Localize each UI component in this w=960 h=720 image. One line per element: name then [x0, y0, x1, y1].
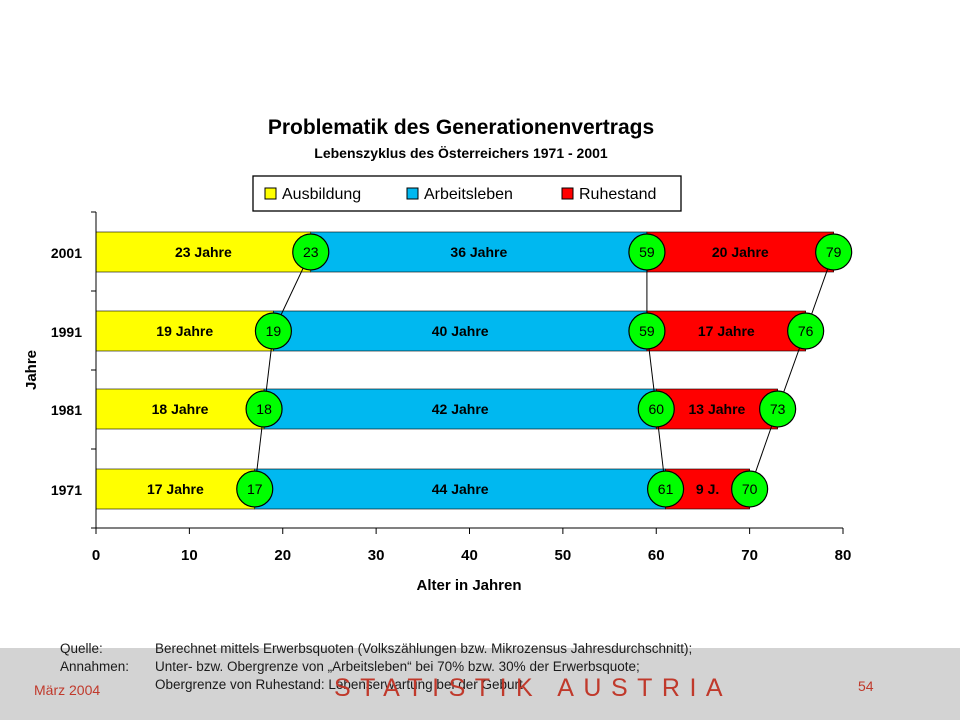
- x-axis-title: Alter in Jahren: [416, 577, 521, 594]
- bar-segment: [95, 310, 274, 352]
- bar-label: 9 J.: [696, 481, 719, 497]
- x-tick-label: 30: [368, 547, 385, 564]
- marker-label: 18: [256, 401, 272, 417]
- bar-segment: [254, 468, 666, 510]
- category-tick-label: 2001: [51, 245, 82, 261]
- marker-label: 79: [826, 244, 842, 260]
- bar-label: 19 Jahre: [156, 323, 213, 339]
- marker-circle: [637, 390, 675, 428]
- legend-label-2: Ruhestand: [579, 186, 656, 203]
- bar-segment: [273, 310, 648, 352]
- bar-label: 20 Jahre: [712, 244, 769, 260]
- bar-label: 17 Jahre: [147, 481, 204, 497]
- bar-label: 42 Jahre: [432, 401, 489, 417]
- bar-label: 17 Jahre: [698, 323, 755, 339]
- category-tick-label: 1971: [51, 482, 82, 498]
- marker-circle: [646, 470, 685, 508]
- x-tick-label: 20: [274, 547, 291, 564]
- assumptions-label: Annahmen:: [60, 659, 130, 674]
- bar-segment: [646, 231, 834, 273]
- x-tick-label: 70: [741, 547, 758, 564]
- bar-segment: [646, 310, 806, 352]
- legend-swatch-1: [406, 187, 419, 200]
- marker-circle: [759, 390, 797, 428]
- legend-swatch-2: [561, 187, 574, 200]
- bar-label: 40 Jahre: [432, 323, 489, 339]
- marker-circle: [787, 312, 825, 350]
- legend-label-1: Arbeitsleben: [424, 186, 513, 203]
- x-tick-label: 50: [555, 547, 572, 564]
- x-tick-label: 40: [461, 547, 478, 564]
- marker-circle: [254, 312, 293, 350]
- page-number: 54: [858, 678, 874, 694]
- bar-segment: [655, 388, 778, 430]
- marker-label: 23: [303, 244, 319, 260]
- marker-label: 70: [742, 481, 758, 497]
- marker-circle: [292, 233, 330, 271]
- legend-box: [252, 175, 682, 212]
- category-tick-label: 1991: [51, 324, 82, 340]
- marker-circle: [245, 390, 283, 428]
- legend-swatch-0: [264, 187, 277, 200]
- bar-label: 13 Jahre: [689, 401, 746, 417]
- x-tick-label: 10: [181, 547, 198, 564]
- marker-label: 76: [798, 323, 814, 339]
- marker-circle: [731, 470, 769, 508]
- marker-label: 61: [658, 481, 674, 497]
- bar-label: 36 Jahre: [450, 244, 507, 260]
- footer-band: [0, 648, 960, 720]
- marker-label: 60: [648, 401, 664, 417]
- x-tick-label: 80: [835, 547, 852, 564]
- source-label: Quelle:: [60, 641, 103, 656]
- marker-circle: [628, 312, 666, 350]
- bar-segment: [95, 231, 312, 273]
- category-tick-label: 1981: [51, 402, 82, 418]
- chart-subtitle: Lebenszyklus des Österreichers 1971 - 20…: [314, 145, 608, 161]
- assumptions-line-1: Unter- bzw. Obergrenze von „Arbeitsleben…: [155, 659, 640, 674]
- assumptions-line-2: Obergrenze von Ruhestand: Lebenserwartun…: [155, 677, 523, 692]
- y-axis-title: Jahre: [23, 350, 40, 390]
- bar-label: 23 Jahre: [175, 244, 232, 260]
- marker-circle: [236, 470, 274, 508]
- marker-label: 19: [266, 323, 282, 339]
- bar-label: 44 Jahre: [432, 481, 489, 497]
- brand-logo-text: STATISTIK AUSTRIA: [334, 674, 733, 702]
- marker-circle: [628, 233, 666, 271]
- marker-label: 59: [639, 244, 655, 260]
- bar-label: 18 Jahre: [152, 401, 209, 417]
- marker-label: 73: [770, 401, 786, 417]
- source-text: Berechnet mittels Erwerbsquoten (Volkszä…: [155, 641, 693, 656]
- marker-circle: [815, 233, 853, 271]
- x-tick-label: 60: [648, 547, 665, 564]
- bar-segment: [95, 468, 256, 510]
- x-tick-label: 0: [92, 547, 100, 564]
- date-label: März 2004: [34, 682, 101, 698]
- marker-label: 59: [639, 323, 655, 339]
- legend-label-0: Ausbildung: [282, 186, 361, 203]
- bar-segment: [310, 231, 648, 273]
- marker-label: 17: [247, 481, 263, 497]
- chart-title: Problematik des Generationenvertrags: [268, 116, 654, 139]
